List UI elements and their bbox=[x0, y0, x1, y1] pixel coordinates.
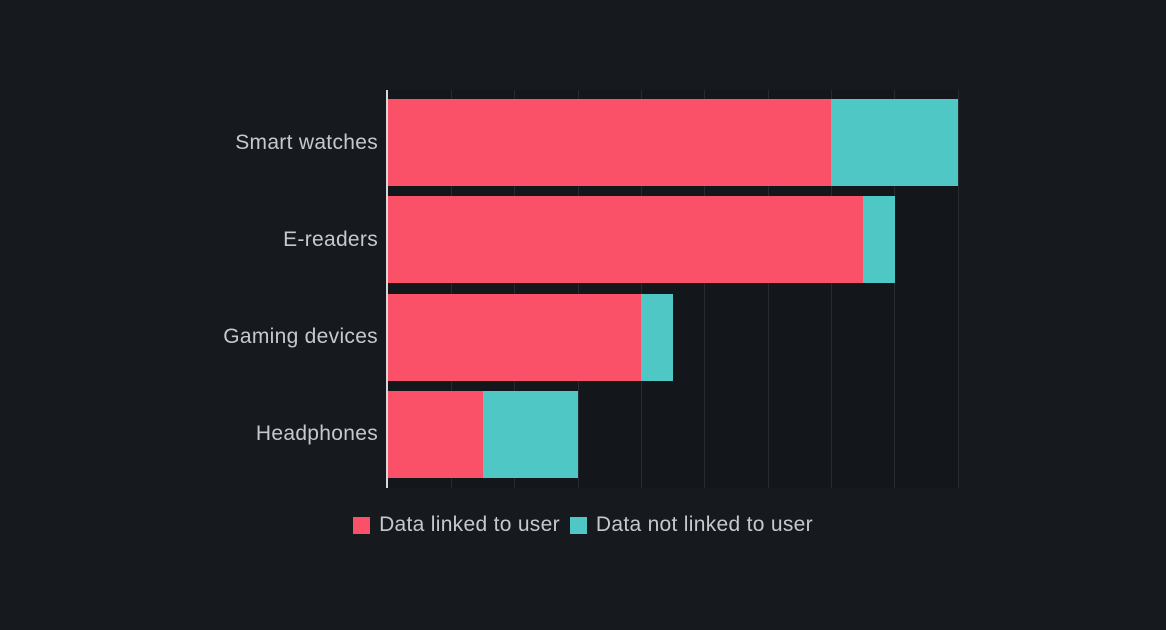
bar-row-gaming-devices bbox=[388, 293, 958, 381]
gridline-x-8 bbox=[640, 90, 642, 488]
bar-segment-headphones-data-linked-to-user bbox=[388, 390, 483, 478]
y-axis-line bbox=[386, 90, 388, 488]
bar-segment-e-readers-data-not-linked-to-user bbox=[863, 196, 895, 284]
gridline-x-4 bbox=[514, 90, 516, 488]
bar-segment-gaming-devices-data-linked-to-user bbox=[388, 293, 642, 381]
category-label-smart-watches: Smart watches bbox=[235, 130, 378, 154]
gridline-x-6 bbox=[577, 90, 579, 488]
bar-segment-e-readers-data-linked-to-user bbox=[388, 196, 863, 284]
bar-segment-smart-watches-data-linked-to-user bbox=[388, 99, 832, 186]
gridline-x-18 bbox=[957, 90, 959, 488]
bar-row-smart-watches bbox=[388, 99, 958, 186]
category-labels: Smart watches E-readers Gaming devices H… bbox=[0, 90, 378, 488]
category-label-e-readers: E-readers bbox=[283, 227, 378, 251]
gridline-x-12 bbox=[767, 90, 769, 488]
bar-row-headphones bbox=[388, 390, 958, 478]
legend-label-data-linked: Data linked to user bbox=[379, 513, 560, 536]
gridline-x-14 bbox=[830, 90, 832, 488]
gridline-x-2 bbox=[450, 90, 452, 488]
gridline-x-16 bbox=[894, 90, 896, 488]
legend-item-data-not-linked[interactable]: Data not linked to user bbox=[569, 513, 813, 537]
plot-area bbox=[386, 90, 959, 488]
legend-label-data-not-linked: Data not linked to user bbox=[595, 513, 813, 536]
category-label-headphones: Headphones bbox=[255, 422, 378, 446]
legend-item-data-linked[interactable]: Data linked to user bbox=[353, 513, 560, 537]
bar-segment-smart-watches-data-not-linked-to-user bbox=[831, 99, 958, 186]
category-label-gaming-devices: Gaming devices bbox=[223, 325, 378, 349]
bar-segment-headphones-data-not-linked-to-user bbox=[483, 390, 578, 478]
bar-row-e-readers bbox=[388, 196, 958, 284]
legend: Data linked to user Data not linked to u… bbox=[0, 513, 1166, 537]
bar-segment-gaming-devices-data-not-linked-to-user bbox=[641, 293, 673, 381]
gridline-x-10 bbox=[704, 90, 706, 488]
legend-swatch-data-not-linked-icon bbox=[569, 516, 587, 534]
legend-swatch-data-linked-icon bbox=[353, 516, 371, 534]
